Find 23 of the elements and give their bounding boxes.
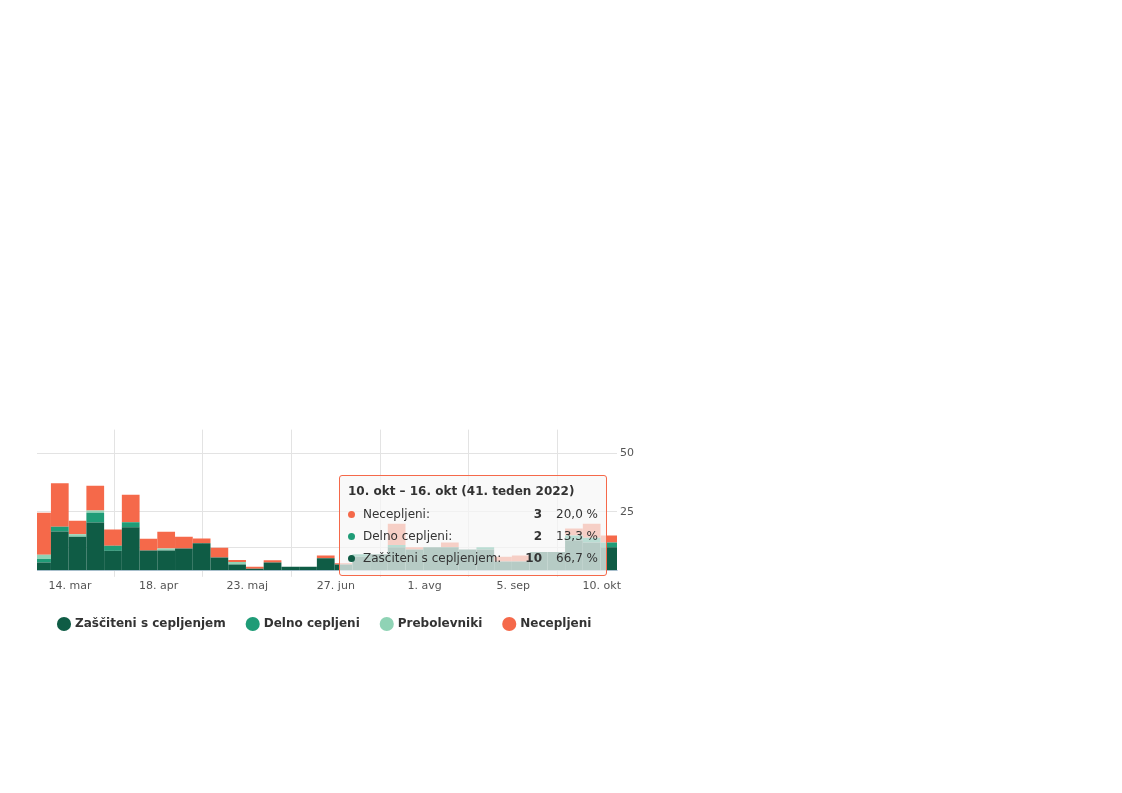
annotation: 13,3 %: [555, 529, 598, 543]
legend-label: Delno cepljeni: [263, 616, 360, 631]
x-tick-label: 14. mar: [48, 579, 92, 593]
annotation: Zaščiteni s cepljenjem:: [363, 551, 503, 565]
y-tick-label: 50: [620, 445, 634, 459]
legend-label: Prebolevniki: [397, 616, 483, 631]
x-tick-label: 5. sep: [496, 579, 530, 593]
x-tick-label: 10. okt: [582, 579, 622, 593]
annotation: 66,7 %: [555, 551, 598, 565]
annotation: 10: [525, 551, 542, 565]
annotation: Necepljeni:: [363, 507, 431, 521]
x-tick-label: 1. avg: [407, 579, 442, 593]
legend-label: Necepljeni: [520, 616, 592, 631]
x-tick-label: 18. apr: [138, 579, 179, 593]
annotation: 10. okt – 16. okt (41. teden 2022): [348, 484, 576, 498]
annotation: 20,0 %: [555, 507, 598, 521]
legend-label: Zaščiteni s cepljenjem: [75, 616, 226, 631]
y-tick-label: 25: [620, 504, 634, 518]
annotation: 2: [533, 529, 542, 543]
x-tick-label: 23. maj: [226, 579, 268, 593]
annotation: 3: [533, 507, 542, 521]
annotation: Delno cepljeni:: [363, 529, 454, 543]
x-tick-label: 27. jun: [316, 579, 355, 593]
